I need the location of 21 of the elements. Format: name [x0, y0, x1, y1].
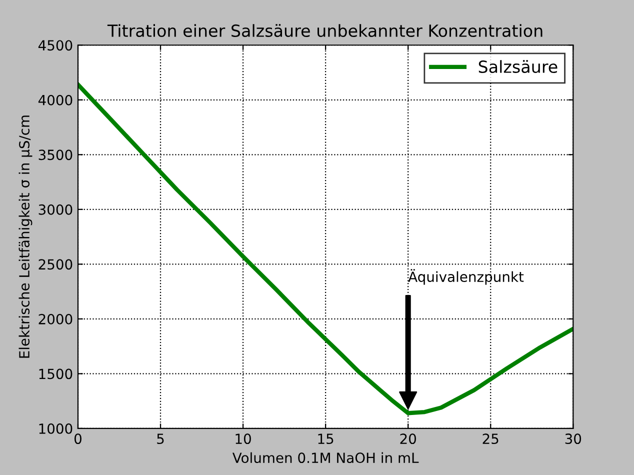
y-tick-label: 3000 [38, 204, 72, 215]
x-tick-label: 15 [318, 434, 334, 444]
line-series [78, 82, 574, 416]
x-tick-label: 10 [236, 434, 251, 444]
x-tick-label: 0 [74, 434, 82, 444]
x-tick-label: 30 [565, 434, 582, 444]
y-axis-title: Elektrische Leitfähigkeit σ in µS/cm [18, 116, 32, 358]
y-tick-label: 2000 [38, 314, 72, 324]
legend-label: Salzsäure [478, 60, 558, 74]
x-axis-title: Volumen 0.1M NaOH in mL [232, 452, 419, 464]
y-tick-label: 4000 [38, 94, 72, 106]
y-tick-label: 1000 [39, 423, 72, 434]
y-tick-label: 4500 [38, 40, 72, 51]
x-tick-label: 25 [482, 434, 498, 444]
annotation: Äquivalenzpunkt [408, 269, 524, 285]
y-tick-label: 3500 [38, 150, 72, 160]
y-tick-label: 2500 [38, 259, 72, 270]
chart-title: Titration einer Salzsäure unbekannter Konzentration [107, 24, 542, 38]
y-tick-label: 1500 [39, 368, 72, 380]
x-tick-label: 5 [157, 434, 164, 444]
x-tick-label: 20 [400, 434, 416, 444]
